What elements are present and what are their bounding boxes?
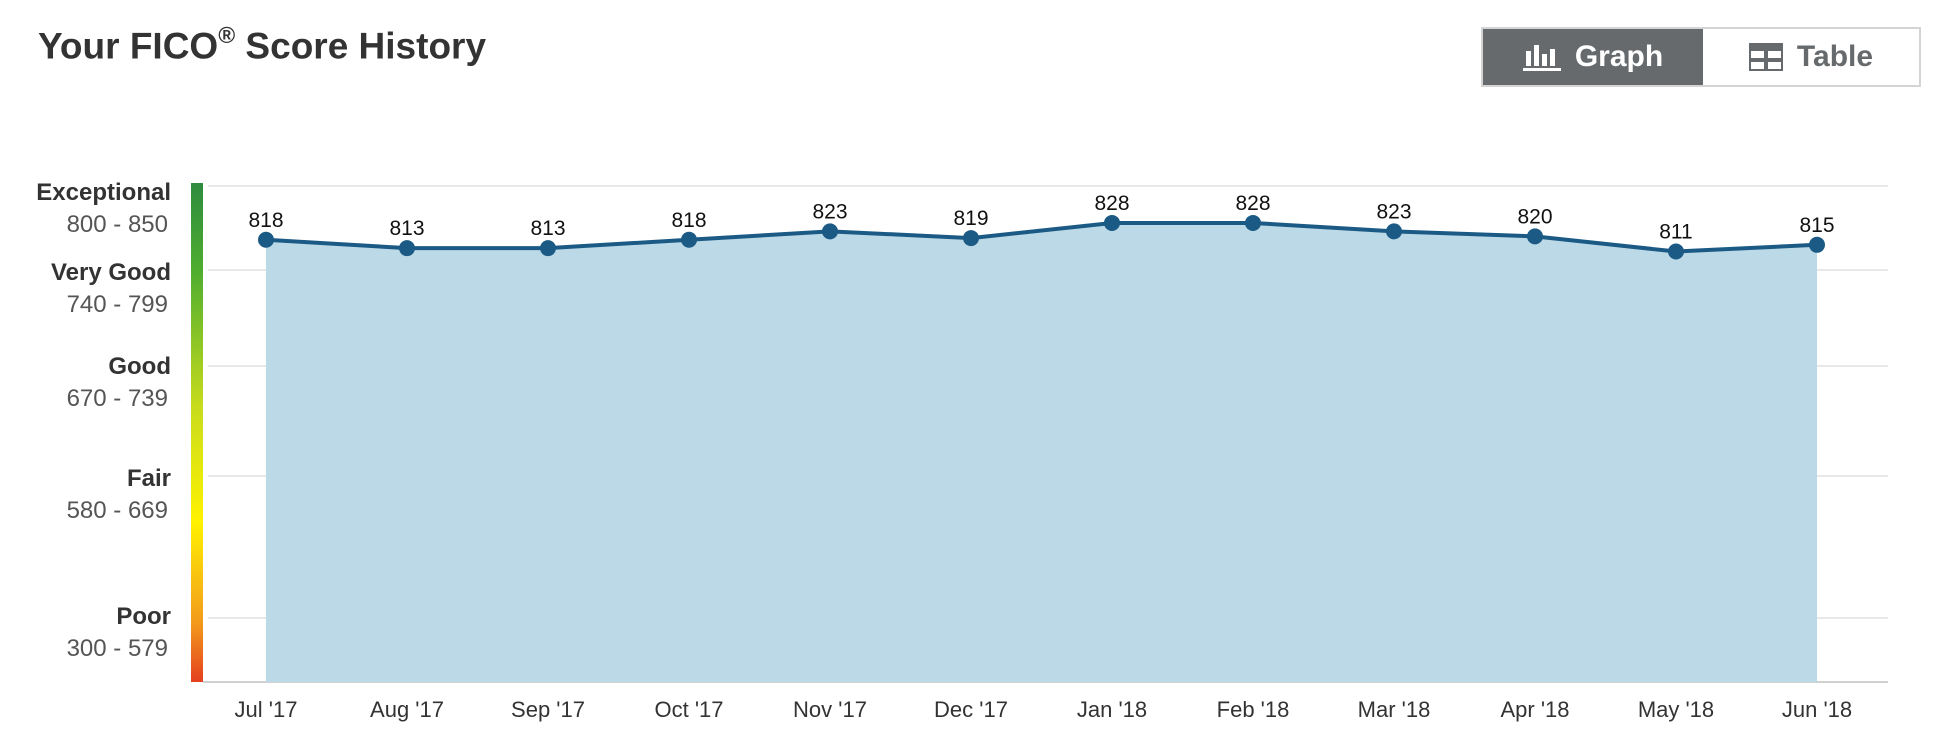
registered-mark: ® <box>218 22 236 48</box>
data-point <box>1386 223 1402 240</box>
bar-chart-icon <box>1522 42 1561 72</box>
page-title: Your FICO® Score History <box>38 22 487 67</box>
data-label: 823 <box>1376 200 1411 223</box>
x-tick-label: Mar '18 <box>1358 697 1431 722</box>
table-icon <box>1748 43 1783 71</box>
band-range-fair: 580 - 669 <box>67 497 168 524</box>
x-tick-label: Oct '17 <box>654 697 723 722</box>
x-tick-label: May '18 <box>1638 697 1714 722</box>
data-point <box>822 223 838 240</box>
data-point <box>258 231 274 248</box>
graph-view-button[interactable]: Graph <box>1483 29 1703 85</box>
data-point <box>681 231 697 248</box>
data-label: 813 <box>530 217 565 240</box>
band-name-fair: Fair <box>127 465 171 492</box>
x-tick-label: Sep '17 <box>511 697 585 722</box>
title-suffix: Score History <box>235 25 487 67</box>
x-tick-label: Nov '17 <box>793 697 867 722</box>
data-label: 811 <box>1659 221 1692 244</box>
data-point <box>399 240 415 257</box>
table-label: Table <box>1796 40 1874 73</box>
data-point <box>963 230 979 247</box>
title-prefix: Your FICO <box>38 25 219 67</box>
score-area-fill <box>266 222 1817 682</box>
data-label: 818 <box>671 209 706 232</box>
data-label: 815 <box>1799 214 1834 237</box>
view-toggle: Graph Table <box>1481 27 1921 87</box>
score-range-color-bar <box>191 183 203 682</box>
table-view-button[interactable]: Table <box>1703 29 1919 85</box>
x-tick-label: Apr '18 <box>1500 697 1569 722</box>
data-point <box>1668 243 1684 260</box>
data-point <box>1104 214 1120 231</box>
score-line <box>265 220 1818 254</box>
data-label: 818 <box>248 209 283 232</box>
data-point <box>1809 236 1825 253</box>
data-point <box>1527 228 1543 245</box>
data-label: 823 <box>812 200 847 223</box>
data-label: 819 <box>953 207 988 230</box>
graph-label: Graph <box>1574 40 1664 73</box>
data-label: 813 <box>389 217 424 240</box>
data-label: 828 <box>1235 192 1270 215</box>
x-tick-label: Jan '18 <box>1077 697 1147 722</box>
band-name-exceptional: Exceptional <box>36 179 171 206</box>
band-range-good: 670 - 739 <box>67 385 168 412</box>
band-name-very-good: Very Good <box>51 259 171 286</box>
data-label: 828 <box>1094 192 1129 215</box>
data-label: 820 <box>1517 205 1552 228</box>
band-range-exceptional: 800 - 850 <box>67 211 168 238</box>
band-name-poor: Poor <box>116 603 171 630</box>
x-tick-label: Jul '17 <box>235 697 298 722</box>
x-tick-label: Aug '17 <box>370 697 444 722</box>
data-point <box>540 240 556 257</box>
x-tick-label: Jun '18 <box>1782 697 1852 722</box>
band-name-good: Good <box>108 353 171 380</box>
data-point <box>1245 214 1261 231</box>
band-range-very-good: 740 - 799 <box>67 291 168 318</box>
x-tick-label: Dec '17 <box>934 697 1008 722</box>
band-range-poor: 300 - 579 <box>67 635 168 662</box>
x-tick-label: Feb '18 <box>1217 697 1290 722</box>
